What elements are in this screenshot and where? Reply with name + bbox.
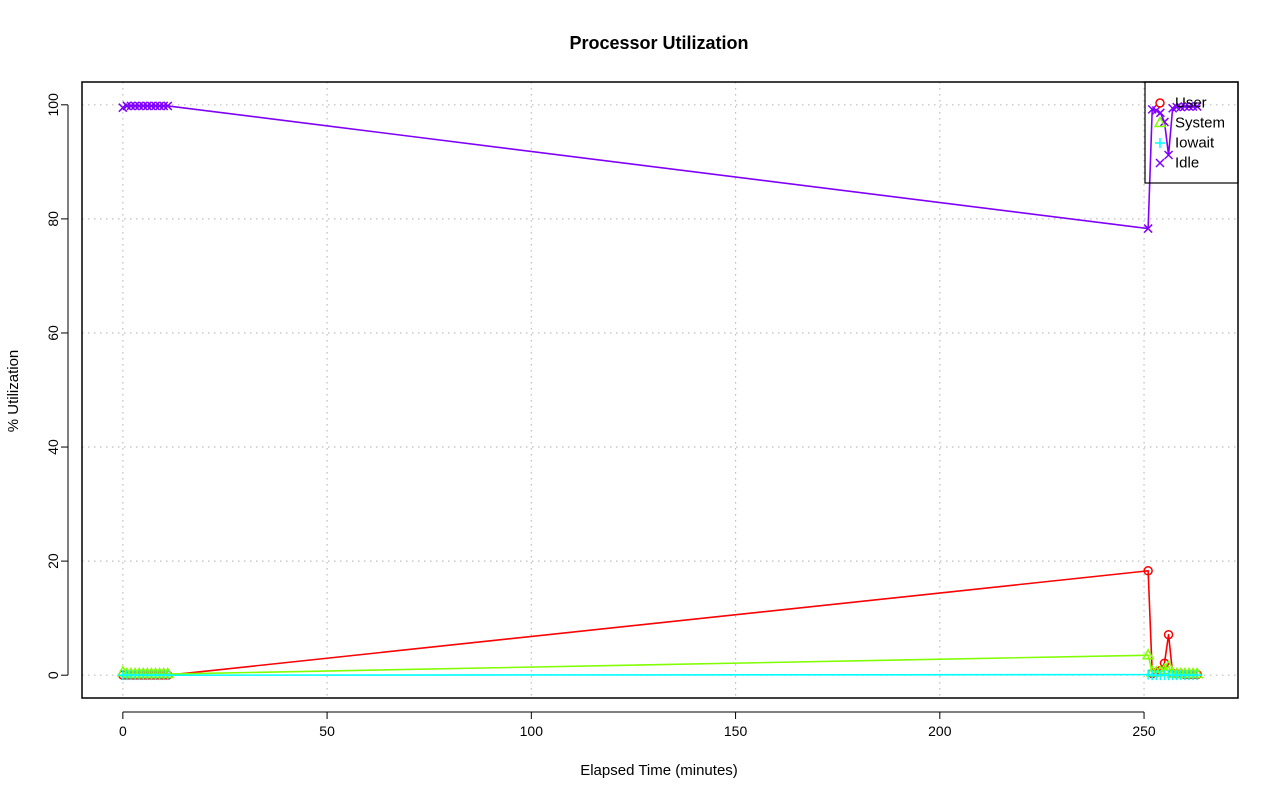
series-layer — [116, 101, 1204, 681]
y-tick-label: 20 — [45, 553, 61, 569]
data-point-idle — [1188, 101, 1198, 112]
data-point-idle — [1143, 224, 1153, 234]
legend-box — [1144, 81, 1239, 184]
x-tick-label: 150 — [724, 723, 748, 739]
data-point-idle — [150, 101, 161, 111]
y-tick-label: 80 — [45, 211, 61, 227]
y-axis-label: % Utilization — [5, 350, 22, 433]
x-tick-label: 0 — [119, 723, 127, 739]
chart-title: Processor Utilization — [569, 33, 748, 53]
data-point-idle — [1155, 108, 1165, 118]
data-point-iowait — [1192, 670, 1203, 681]
data-point-idle — [1172, 102, 1182, 112]
y-tick-label: 100 — [45, 93, 61, 117]
data-point-system — [1141, 648, 1155, 660]
data-point-idle — [122, 101, 132, 111]
data-point-idle — [1164, 150, 1174, 160]
data-point-idle — [134, 101, 144, 111]
legend-marker-idle — [1155, 158, 1165, 168]
x-tick-label: 50 — [319, 723, 335, 739]
data-point-idle — [155, 101, 165, 111]
legend-label-system: System — [1175, 115, 1225, 132]
data-point-idle — [1192, 101, 1202, 112]
x-tick-label: 100 — [520, 723, 544, 739]
data-point-user — [1143, 566, 1153, 576]
data-point-idle — [1180, 101, 1190, 112]
legend-marker-user — [1155, 98, 1165, 108]
y-tick-label: 60 — [45, 325, 61, 341]
data-point-system — [1162, 659, 1175, 671]
x-axis-label: Elapsed Time (minutes) — [580, 762, 738, 779]
legend-marker-system — [1153, 115, 1167, 128]
data-point-idle — [163, 101, 173, 111]
legend-label-iowait: Iowait — [1175, 135, 1215, 152]
data-point-user — [1163, 629, 1174, 640]
series-iowait — [117, 669, 1203, 681]
data-point-idle — [142, 101, 152, 111]
legend: User System Iowait Idle — [1144, 81, 1239, 184]
plot-frame — [81, 81, 1239, 699]
data-point-idle — [138, 101, 148, 111]
data-point-idle — [130, 101, 140, 111]
legend-label-idle: Idle — [1175, 155, 1199, 172]
y-tick-label: 40 — [45, 439, 61, 455]
x-tick-label: 200 — [928, 723, 952, 739]
legend-marker-iowait — [1155, 138, 1165, 148]
data-point-idle — [159, 101, 169, 111]
x-tick-label: 250 — [1132, 723, 1156, 739]
data-point-idle — [146, 101, 156, 111]
series-idle — [118, 101, 1202, 234]
data-point-idle — [126, 101, 136, 111]
series-line-iowait — [122, 673, 1198, 676]
y-tick-label: 0 — [45, 671, 61, 679]
data-point-idle — [1184, 101, 1194, 112]
data-point-iowait — [162, 670, 173, 681]
legend-label-user: User — [1175, 95, 1207, 112]
axes: 0 50 100 150 200 250 0 20 40 60 80 100 — [45, 93, 1156, 739]
